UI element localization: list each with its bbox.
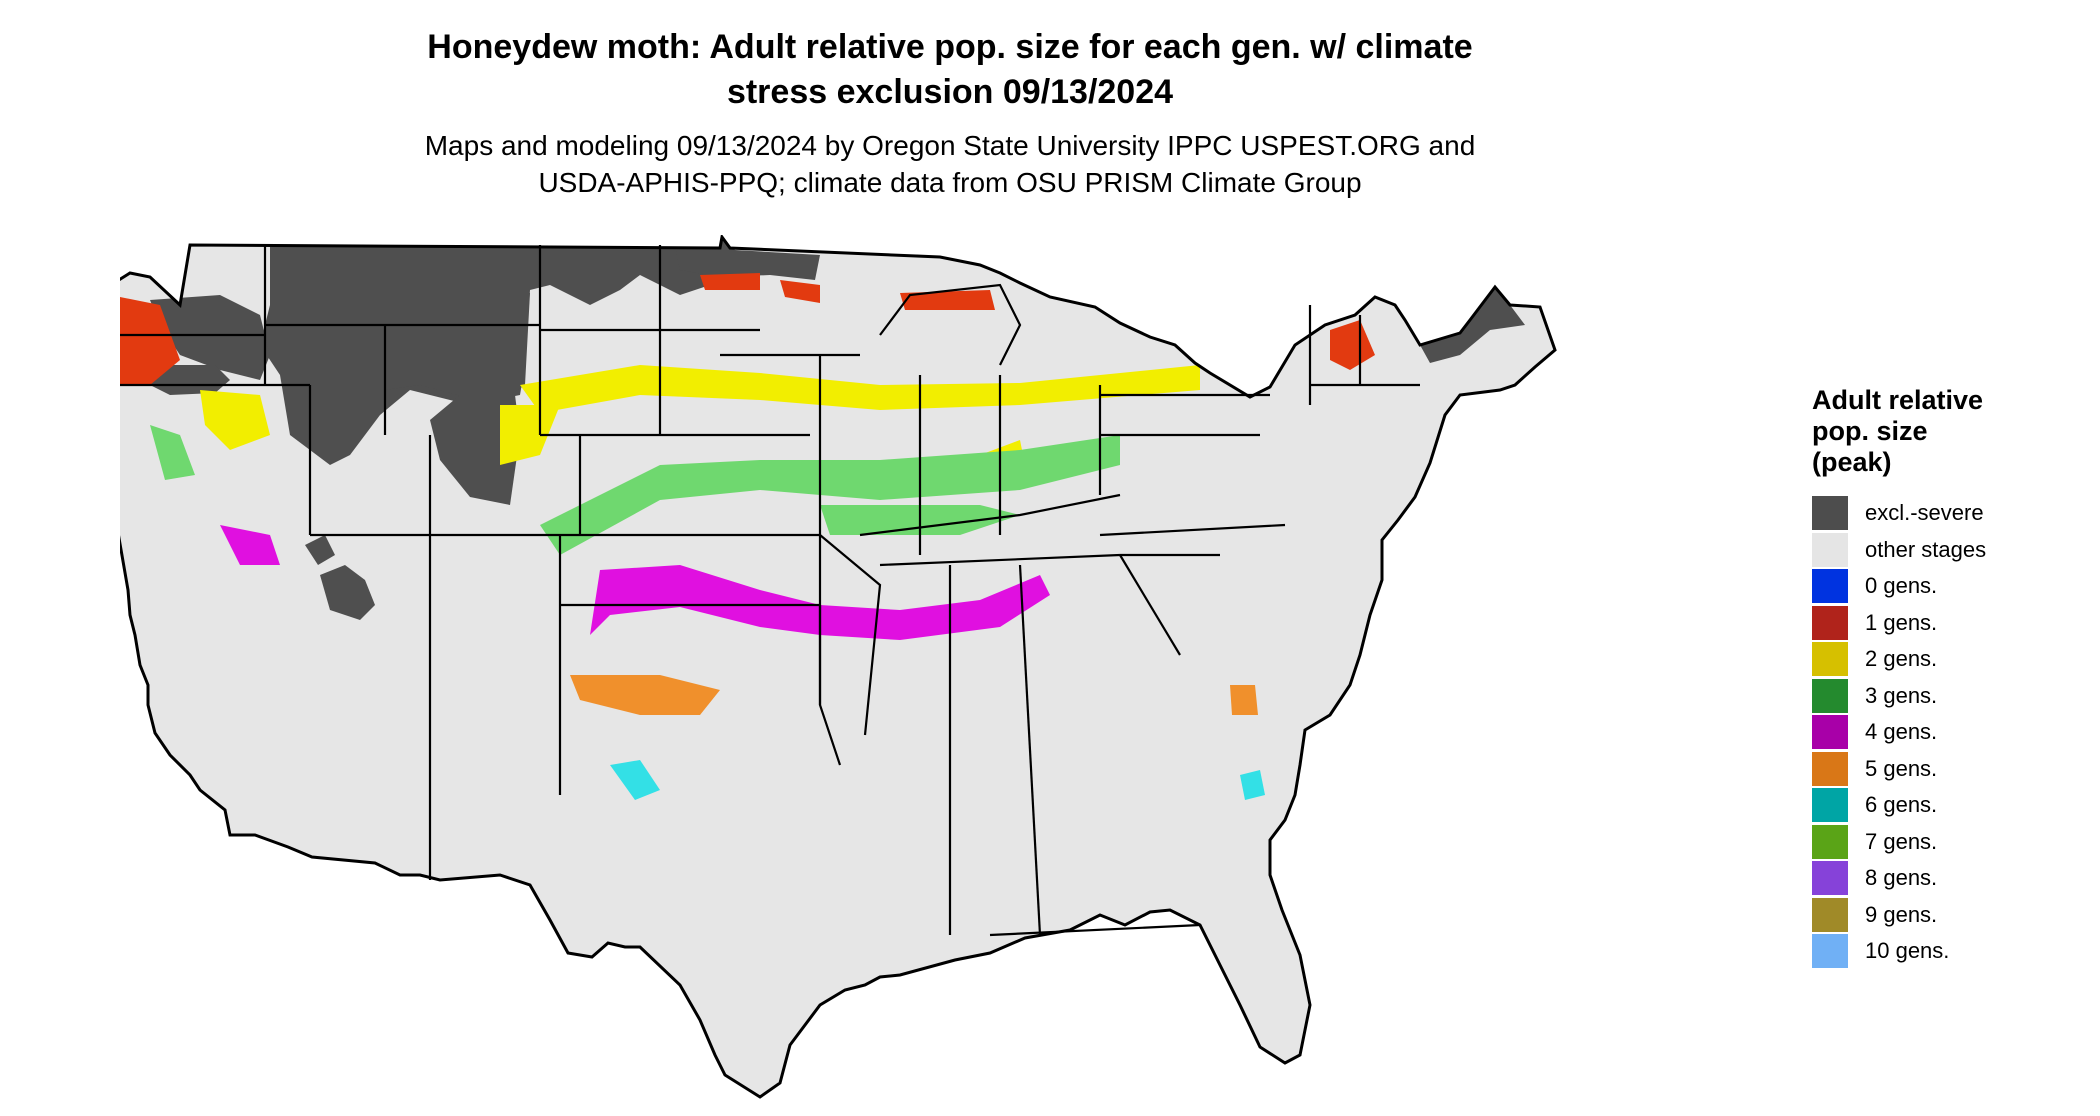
legend-label: 2 gens. [1865, 646, 1938, 672]
legend-item-0-gens: 0 gens. [1812, 568, 2082, 605]
legend: Adult relative pop. size (peak) excl.-se… [1812, 385, 2082, 970]
legend-title: Adult relative pop. size (peak) [1812, 385, 2082, 478]
chart-title-line-1: Honeydew moth: Adult relative pop. size … [427, 28, 1473, 66]
legend-label: 7 gens. [1865, 828, 1938, 854]
legend-item-8-gens: 8 gens. [1812, 860, 2082, 897]
chart-title-line-2: stress exclusion 09/13/2024 [726, 73, 1174, 111]
legend-title-line-3: (peak) [1812, 447, 1892, 477]
excluded-region-wyoming [385, 293, 530, 397]
legend-item-4-gens: 4 gens. [1812, 714, 2082, 751]
state-line-ohio-river [859, 493, 1121, 537]
legend-item-7-gens: 7 gens. [1812, 824, 2082, 861]
legend-swatch [1812, 496, 1848, 531]
legend-item-9-gens: 9 gens. [1812, 897, 2082, 934]
legend-label: 0 gens. [1865, 573, 1938, 599]
gen2-band-great-basin [200, 390, 270, 450]
legend-item-3-gens: 3 gens. [1812, 678, 2082, 715]
excluded-region-oregon-idaho [150, 295, 270, 380]
state-line-tn-south [879, 553, 1121, 567]
gen5-band-texas-coast [570, 675, 720, 715]
legend-label: excl.-severe [1865, 500, 1984, 526]
legend-label: 8 gens. [1865, 865, 1938, 891]
legend-label: 10 gens. [1865, 938, 1950, 964]
gen2-band-central [520, 365, 1200, 413]
state-line-la-west [818, 605, 842, 766]
legend-swatch [1812, 532, 1848, 567]
legend-label: 9 gens. [1865, 901, 1938, 927]
state-line-fl-north [989, 923, 1201, 937]
gen1-band-new-york [1330, 320, 1375, 370]
gen3-band-california-valley [150, 425, 195, 480]
excluded-region-nevada-sierra [145, 365, 230, 395]
legend-swatch [1812, 569, 1848, 604]
legend-swatch [1812, 861, 1848, 896]
gen1-band-upper-michigan [780, 280, 820, 303]
legend-label: 1 gens. [1865, 609, 1938, 635]
legend-swatch [1812, 897, 1848, 932]
legend-title-line-1: Adult relative [1812, 385, 1984, 415]
gen4-band-south [590, 565, 1050, 640]
legend-item-5-gens: 5 gens. [1812, 751, 2082, 788]
legend-label: 3 gens. [1865, 682, 1938, 708]
gen1-band-pacific-northwest [120, 295, 180, 385]
state-line-michigan [879, 283, 1022, 366]
gen6-band-florida-south [1240, 770, 1265, 800]
us-map [120, 235, 1557, 1099]
state-line-ga-east [1119, 554, 1181, 656]
gen5-band-florida [1230, 685, 1258, 715]
excluded-region-colorado [430, 395, 520, 505]
legend-title-line-2: pop. size [1812, 416, 1928, 446]
gen4-band-southwest [220, 525, 280, 565]
state-borders [120, 245, 1420, 937]
excluded-region-maine [1420, 287, 1525, 363]
legend-label: 4 gens. [1865, 719, 1938, 745]
legend-label: 6 gens. [1865, 792, 1938, 818]
legend-item-other-stages: other stages [1812, 532, 2082, 569]
state-line-mississippi [819, 534, 882, 736]
legend-item-6-gens: 6 gens. [1812, 787, 2082, 824]
state-line-va-nc [1099, 523, 1286, 537]
legend-item-10-gens: 10 gens. [1812, 933, 2082, 970]
gen2-band-colorado-plains [500, 405, 560, 465]
state-line-al-ga [1018, 564, 1042, 936]
legend-swatch [1812, 642, 1848, 677]
legend-item-excl-severe: excl.-severe [1812, 495, 2082, 532]
gen1-band-michigan [900, 290, 995, 310]
gen6-band-texas-south [610, 760, 660, 800]
legend-swatch [1812, 788, 1848, 823]
legend-label: 5 gens. [1865, 755, 1938, 781]
map-fill-group [120, 237, 1555, 1097]
legend-swatch [1812, 751, 1848, 786]
legend-swatch [1812, 678, 1848, 713]
excluded-region-arizona-west [305, 535, 335, 565]
legend-label: other stages [1865, 536, 1987, 562]
chart-subtitle-line-2: USDA-APHIS-PPQ; climate data from OSU PR… [538, 167, 1362, 198]
chart-subtitle-line-1: Maps and modeling 09/13/2024 by Oregon S… [424, 130, 1476, 161]
legend-item-2-gens: 2 gens. [1812, 641, 2082, 678]
gen1-band-minnesota [700, 273, 760, 290]
legend-item-1-gens: 1 gens. [1812, 605, 2082, 642]
legend-swatch [1812, 715, 1848, 750]
legend-swatch [1812, 605, 1848, 640]
legend-swatch [1812, 934, 1848, 969]
legend-swatch [1812, 824, 1848, 859]
excluded-region-arizona [320, 565, 375, 620]
gen3-band-central [540, 435, 1120, 555]
